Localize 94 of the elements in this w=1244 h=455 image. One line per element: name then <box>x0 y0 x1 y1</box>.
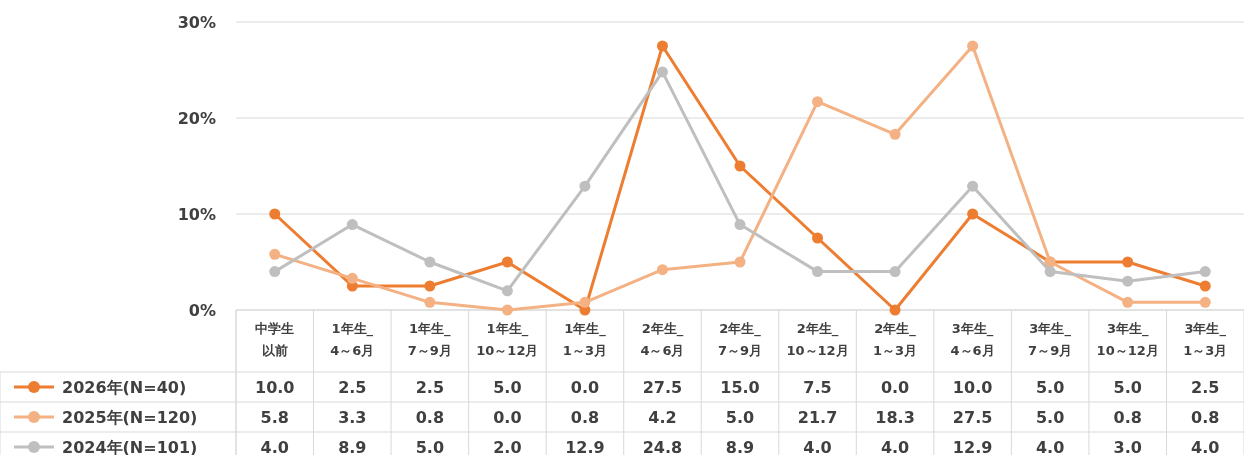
data-label: 4.0 <box>803 438 832 455</box>
data-label: 4.0 <box>260 438 289 455</box>
point <box>656 264 668 276</box>
point <box>424 256 436 268</box>
point <box>889 128 901 140</box>
data-label: 0.0 <box>570 378 600 397</box>
data-label: 4.2 <box>648 408 677 427</box>
point <box>1199 266 1211 278</box>
point <box>424 296 436 308</box>
point <box>269 208 281 220</box>
point <box>1122 296 1134 308</box>
point <box>346 272 358 284</box>
legend-label: 2025年(N=120) <box>62 408 198 427</box>
point <box>1199 280 1211 292</box>
x-tick-label: 中学生以前 <box>254 320 296 360</box>
data-label: 8.9 <box>725 438 755 455</box>
data-label: 4.0 <box>880 438 910 455</box>
y-tick-label: 30% <box>177 13 216 32</box>
data-label: 2.0 <box>493 438 522 455</box>
data-label: 8.9 <box>338 438 367 455</box>
point <box>967 208 979 220</box>
x-tick-label: 3年生_ 10～12月 <box>1095 320 1160 360</box>
data-label: 3.0 <box>1113 438 1142 455</box>
legend-label: 2024年(N=101) <box>62 438 198 455</box>
point <box>889 304 901 316</box>
point <box>269 248 281 260</box>
data-label: 21.7 <box>797 408 838 427</box>
data-label: 0.8 <box>570 408 600 427</box>
data-label: 3.3 <box>338 408 367 427</box>
point <box>579 180 591 192</box>
data-label: 5.0 <box>1113 378 1142 397</box>
point <box>346 219 358 231</box>
point <box>656 66 668 78</box>
data-label: 0.8 <box>415 408 445 427</box>
data-label: 12.9 <box>952 438 993 455</box>
point <box>1122 275 1134 287</box>
data-label: 7.5 <box>803 378 832 397</box>
point <box>812 266 824 278</box>
data-label: 5.0 <box>1035 378 1065 397</box>
data-label: 27.5 <box>952 408 993 427</box>
point <box>889 266 901 278</box>
legend-label: 2026年(N=40) <box>62 378 187 397</box>
point <box>501 256 513 268</box>
x-tick-label: 2年生_ 10～12月 <box>785 320 850 360</box>
data-label: 2.5 <box>415 378 445 397</box>
point <box>812 96 824 108</box>
data-label: 18.3 <box>875 408 915 427</box>
data-label: 0.0 <box>493 408 522 427</box>
data-label: 15.0 <box>720 378 760 397</box>
data-label: 10.0 <box>255 378 295 397</box>
data-label: 5.8 <box>260 408 289 427</box>
point <box>424 280 436 292</box>
x-tick-label: 2年生_ 7～9月 <box>716 320 764 360</box>
y-tick-label: 0% <box>188 301 216 320</box>
data-label: 5.0 <box>725 408 755 427</box>
x-tick-label: 2年生_ 1～3月 <box>872 320 919 360</box>
y-tick-label: 10% <box>177 205 216 224</box>
point <box>734 160 746 172</box>
x-tick-label: 1年生_ 10～12月 <box>475 320 540 360</box>
data-label: 0.8 <box>1191 408 1220 427</box>
data-label: 4.0 <box>1035 438 1065 455</box>
x-tick-label: 1年生_ 4～6月 <box>329 320 376 360</box>
point <box>734 256 746 268</box>
point <box>269 266 281 278</box>
data-label: 5.0 <box>1035 408 1065 427</box>
point <box>1122 256 1134 268</box>
data-label: 0.8 <box>1113 408 1142 427</box>
x-tick-label: 1年生_ 1～3月 <box>561 320 608 360</box>
data-label: 5.0 <box>415 438 445 455</box>
data-label: 5.0 <box>493 378 522 397</box>
point <box>579 296 591 308</box>
data-label: 27.5 <box>642 378 683 397</box>
data-label: 0.0 <box>880 378 910 397</box>
x-tick-label: 2年生_ 4～6月 <box>639 320 686 360</box>
point <box>501 285 513 297</box>
point <box>1044 266 1056 278</box>
point <box>967 40 979 52</box>
data-label: 2.5 <box>338 378 367 397</box>
data-label: 24.8 <box>642 438 683 455</box>
point <box>656 40 668 52</box>
x-tick-label: 3年生_ 7～9月 <box>1027 320 1074 360</box>
point <box>812 232 824 244</box>
data-label: 4.0 <box>1191 438 1220 455</box>
data-label: 10.0 <box>952 378 993 397</box>
point <box>501 304 513 316</box>
point <box>967 180 979 192</box>
data-label: 2.5 <box>1191 378 1220 397</box>
x-tick-label: 1年生_ 7～9月 <box>406 320 453 360</box>
x-tick-label: 3年生_ 1～3月 <box>1182 320 1229 360</box>
point <box>1199 296 1211 308</box>
point <box>734 219 746 231</box>
data-label: 12.9 <box>565 438 605 455</box>
y-tick-label: 20% <box>177 109 216 128</box>
x-tick-label: 3年生_ 4～6月 <box>949 320 996 360</box>
